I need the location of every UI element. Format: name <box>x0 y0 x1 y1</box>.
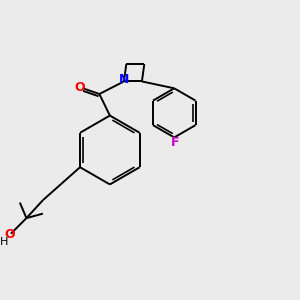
Text: H: H <box>0 237 8 247</box>
Text: O: O <box>75 81 85 94</box>
Text: O: O <box>4 228 15 241</box>
Text: N: N <box>119 74 129 86</box>
Text: F: F <box>171 136 179 149</box>
